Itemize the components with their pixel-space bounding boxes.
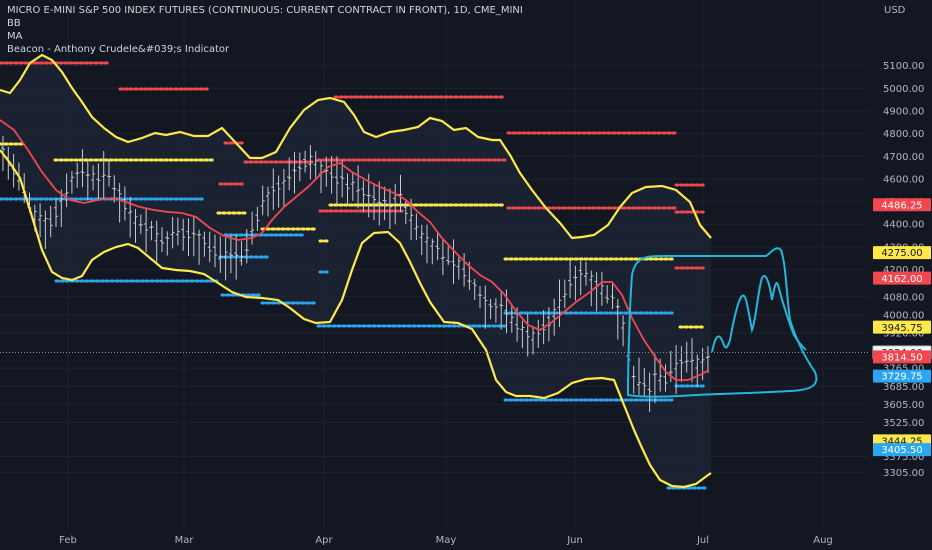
y-tick-label: 3305.00 [883,468,924,479]
price-label: 4275.00 [881,248,922,259]
price-label-box [873,350,931,364]
x-tick-label: Jun [566,535,583,546]
beacon-indicator-label[interactable]: Beacon - Anthony Crudele&#039;s Indicato… [7,44,230,55]
y-tick-label: 4900.00 [883,106,924,117]
y-tick-label: 3685.00 [883,382,924,393]
price-label: 3945.75 [881,323,922,334]
y-tick-label: 4600.00 [883,174,924,185]
bb-upper-band [0,53,712,240]
y-tick-label: 3920.00 [883,329,924,340]
symbol-title[interactable]: MICRO E-MINI S&P 500 INDEX FUTURES (CONT… [7,5,523,16]
ma-indicator-label[interactable]: MA [7,31,23,42]
bb-lower-band [0,149,712,489]
y-tick-label: 3525.00 [883,418,924,429]
time-axis [0,528,932,550]
price-label-box [873,320,931,334]
currency-label: USD [884,5,906,16]
price-label-box [873,443,931,457]
chart-legend: MICRO E-MINI S&P 500 INDEX FUTURES (CONT… [7,4,523,56]
price-label-box [873,271,931,285]
y-tick-label: 4080.00 [883,292,924,303]
x-tick-label: Aug [813,535,833,546]
price-label: 3729.75 [881,372,922,383]
x-tick-label: Jul [696,535,709,546]
x-tick-label: Apr [315,535,333,546]
y-tick-label: 3375.00 [883,452,924,463]
price-label: 3405.50 [881,445,922,456]
y-tick-label: 3605.00 [883,400,924,411]
price-label-box [873,369,931,383]
price-label-box [873,246,931,260]
x-tick-label: May [436,535,457,546]
price-label: 3444.25 [881,436,922,447]
y-tick-label: 4000.00 [883,310,924,321]
bb-fill [0,55,711,487]
bb-basis-line [0,119,710,381]
drawing-projection-wave [711,275,807,353]
indicator-levels [0,61,707,490]
x-tick-label: Feb [59,535,77,546]
freehand-drawing [626,247,818,398]
y-tick-label: 4700.00 [883,152,924,163]
y-tick-label: 4800.00 [883,129,924,140]
bb-indicator-label[interactable]: BB [7,18,21,29]
y-tick-label: 4400.00 [883,220,924,231]
y-tick-label: 4200.00 [883,265,924,276]
y-tick-label: 5000.00 [883,84,924,95]
price-label: 3814.50 [881,353,922,364]
price-label: 4486.25 [881,200,922,211]
y-tick-label: 3765.00 [883,364,924,375]
price-label: 4162.00 [881,274,922,285]
price-label-box [873,198,931,212]
drawing-projection-outline [626,247,818,398]
x-tick-label: Mar [175,535,195,546]
candlesticks [1,135,710,412]
y-tick-label: 5100.00 [883,61,924,72]
